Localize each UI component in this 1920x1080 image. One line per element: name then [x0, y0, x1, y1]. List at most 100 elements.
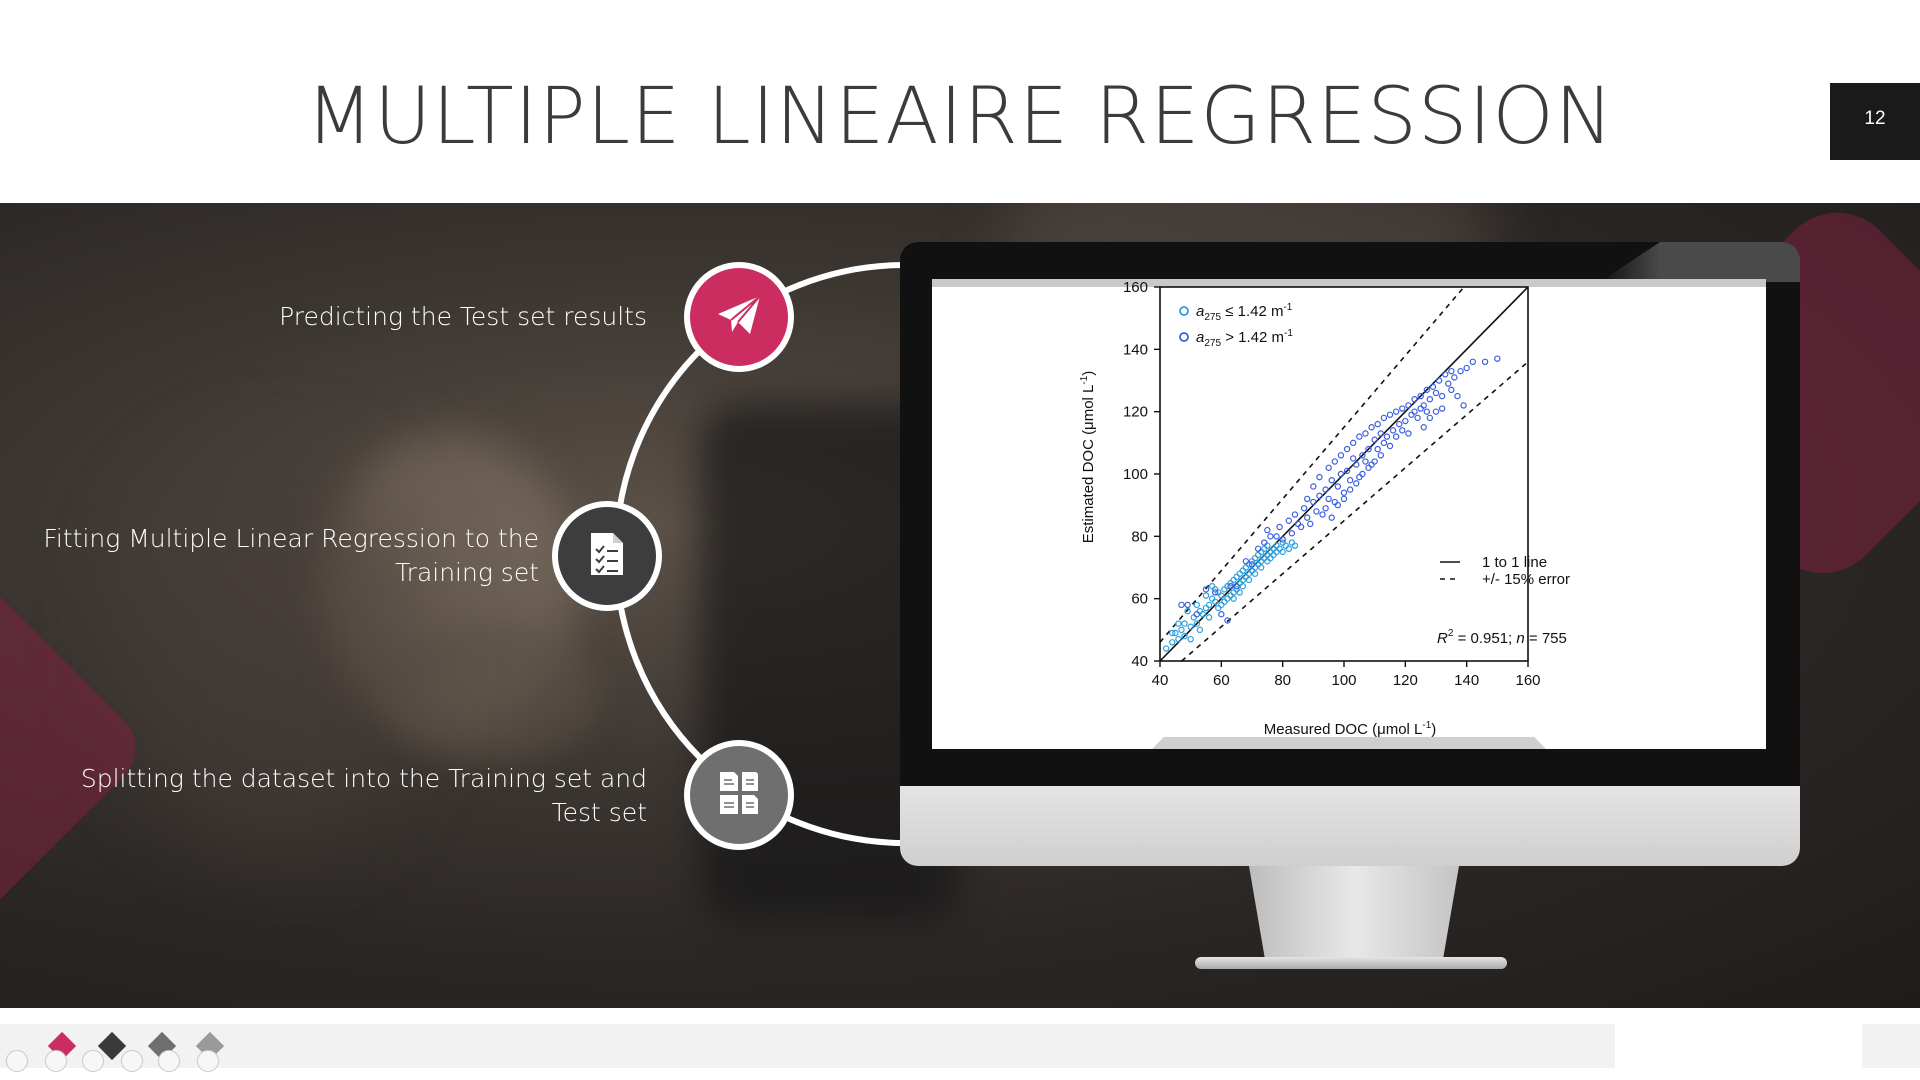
data-point: [1227, 583, 1234, 590]
pen-tool-button[interactable]: [82, 1050, 104, 1072]
data-point: [1368, 424, 1375, 431]
data-point: [1362, 430, 1369, 437]
data-point: [1448, 367, 1455, 375]
more-options-button[interactable]: [197, 1050, 219, 1072]
data-point: [1205, 614, 1213, 621]
data-point: [1267, 533, 1274, 540]
legend-symbols: a275 ≤ 1.42 m-1 a275 > 1.42 m-1: [1179, 302, 1293, 349]
x-tick-label: 80: [1274, 672, 1291, 689]
data-point: [1178, 626, 1185, 634]
data-point: [1346, 477, 1354, 484]
data-point: [1350, 439, 1357, 447]
data-point: [1322, 486, 1329, 493]
data-point: [1202, 586, 1210, 593]
data-point: [1242, 558, 1250, 565]
data-point: [1460, 402, 1467, 409]
data-point: [1392, 408, 1400, 415]
data-point: [1346, 486, 1354, 493]
data-point: [1334, 483, 1342, 490]
data-point: [1181, 620, 1188, 627]
next-slide-button[interactable]: [45, 1050, 67, 1072]
legend-error-band: +/- 15% error: [1482, 571, 1570, 588]
data-point: [1435, 377, 1443, 384]
data-point: [1325, 495, 1332, 503]
data-point: [1365, 464, 1372, 471]
data-point: [1481, 358, 1489, 366]
slides-overview-button[interactable]: [121, 1050, 143, 1072]
data-point: [1420, 424, 1427, 431]
step-circle-predicting[interactable]: [684, 262, 794, 372]
data-point: [1273, 533, 1280, 540]
data-point: [1310, 498, 1317, 506]
data-point: [1374, 445, 1381, 453]
data-point: [1169, 629, 1176, 637]
data-point: [1233, 583, 1240, 590]
data-point: [1386, 442, 1394, 450]
data-point: [1196, 626, 1204, 634]
data-point: [1389, 427, 1397, 434]
data-point: [1276, 523, 1283, 531]
data-point: [1423, 408, 1430, 415]
data-point: [1362, 458, 1369, 465]
data-point: [1254, 545, 1262, 552]
data-point: [1374, 420, 1381, 428]
data-point: [1334, 501, 1342, 509]
data-point: [1337, 452, 1345, 459]
data-point: [1432, 408, 1440, 415]
data-point: [1218, 611, 1225, 618]
data-point: [1411, 395, 1418, 403]
data-point: [1340, 495, 1348, 503]
data-point: [1469, 358, 1477, 366]
data-point: [1307, 520, 1314, 528]
data-point: [1380, 414, 1388, 422]
page-number: 12: [1864, 108, 1886, 129]
data-point: [1184, 601, 1191, 609]
data-point: [1245, 576, 1253, 584]
data-point: [1310, 483, 1317, 490]
data-point: [1208, 583, 1216, 590]
page-number-badge: 12: [1830, 83, 1920, 160]
monitor-base: [1195, 957, 1507, 969]
line-legend: 1 to 1 line +/- 15% error: [1440, 554, 1570, 588]
data-point: [1193, 601, 1200, 609]
data-point: [1300, 505, 1308, 512]
data-point: [1371, 436, 1378, 443]
data-point: [1340, 489, 1348, 496]
upper-error-line: [1159, 286, 1465, 643]
data-point: [1429, 383, 1437, 390]
data-point: [1193, 611, 1200, 618]
data-point: [1356, 433, 1363, 440]
data-point: [1371, 458, 1378, 465]
monitor-stand: [1249, 866, 1459, 964]
step-circle-fitting[interactable]: [552, 501, 662, 611]
data-point: [1316, 492, 1323, 500]
data-point: [1399, 405, 1406, 412]
step-circle-splitting[interactable]: [684, 740, 794, 850]
y-tick-label: 40: [1131, 653, 1148, 670]
monitor-screen: 40 60 80 100 120 140 160 40 60 80 100 120 140 160 Mea…: [932, 279, 1766, 749]
x-tick-label: 100: [1331, 672, 1356, 689]
lower-error-line: [1181, 361, 1529, 662]
data-point: [1442, 371, 1449, 378]
data-point: [1426, 395, 1434, 403]
data-point: [1215, 604, 1222, 612]
data-point: [1380, 439, 1388, 447]
data-point: [1319, 511, 1326, 518]
data-point: [1331, 458, 1338, 465]
data-point: [1343, 467, 1351, 475]
r-squared-annotation: R2 = 0.951; n = 755: [1437, 628, 1567, 647]
data-point: [1451, 374, 1458, 381]
x-axis-label: Measured DOC (μmol L-1): [1264, 720, 1437, 738]
data-point: [1212, 589, 1219, 596]
data-point: [1178, 601, 1185, 609]
data-point: [1353, 461, 1360, 468]
zoom-button[interactable]: [158, 1050, 180, 1072]
slide-title: MULTIPLE LINEAIRE REGRESSION: [305, 72, 1615, 162]
data-point: [1184, 607, 1191, 615]
data-point: [1181, 632, 1188, 640]
data-point: [1377, 452, 1384, 459]
data-point: [1264, 526, 1271, 534]
data-point: [1236, 589, 1243, 596]
data-point: [1353, 480, 1360, 487]
previous-slide-button[interactable]: [6, 1050, 28, 1072]
